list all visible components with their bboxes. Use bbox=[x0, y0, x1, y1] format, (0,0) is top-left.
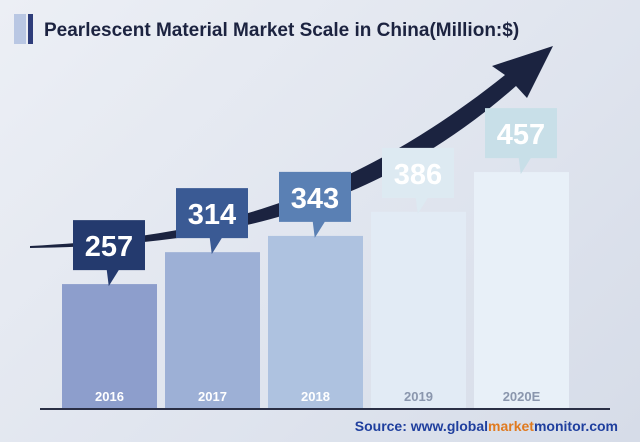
value-callouts-group: 257 314 343 386 457 bbox=[73, 108, 557, 287]
value-label-2016: 257 bbox=[85, 231, 133, 263]
value-label-2018: 343 bbox=[291, 183, 339, 215]
source-text: Source: www.globalmarketmonitor.com bbox=[355, 418, 618, 434]
source-prefix: Source: www. bbox=[355, 418, 447, 434]
source-suffix: .com bbox=[585, 418, 618, 434]
value-callout-2020e bbox=[485, 108, 557, 175]
bar-2020e bbox=[474, 172, 569, 408]
category-label-2018: 2018 bbox=[301, 389, 330, 404]
category-label-2020e: 2020E bbox=[503, 389, 541, 404]
source-part-global: global bbox=[447, 418, 488, 434]
value-label-2020e: 457 bbox=[497, 119, 545, 151]
value-callout-2019 bbox=[382, 147, 454, 214]
category-label-2016: 2016 bbox=[95, 389, 124, 404]
bar-2016 bbox=[62, 284, 157, 408]
value-callout-2016 bbox=[73, 220, 145, 287]
source-part-monitor: monitor bbox=[534, 418, 587, 434]
bars-group bbox=[62, 172, 569, 408]
bar-2017 bbox=[165, 252, 260, 408]
source-part-market: market bbox=[488, 418, 534, 434]
category-label-2017: 2017 bbox=[198, 389, 227, 404]
value-label-2019: 386 bbox=[394, 159, 442, 191]
title-accent-light bbox=[14, 14, 26, 44]
bar-2018 bbox=[268, 235, 363, 408]
category-label-2019: 2019 bbox=[404, 389, 433, 404]
chart-title: Pearlescent Material Market Scale in Chi… bbox=[44, 20, 519, 41]
value-label-2017: 314 bbox=[188, 199, 236, 231]
value-callout-2017 bbox=[176, 188, 248, 255]
bar-2019 bbox=[371, 211, 466, 408]
title-accent-dark bbox=[28, 14, 33, 44]
category-labels-group: 2016 2017 2018 2019 2020E bbox=[95, 389, 541, 404]
value-callout-2018 bbox=[279, 171, 351, 238]
